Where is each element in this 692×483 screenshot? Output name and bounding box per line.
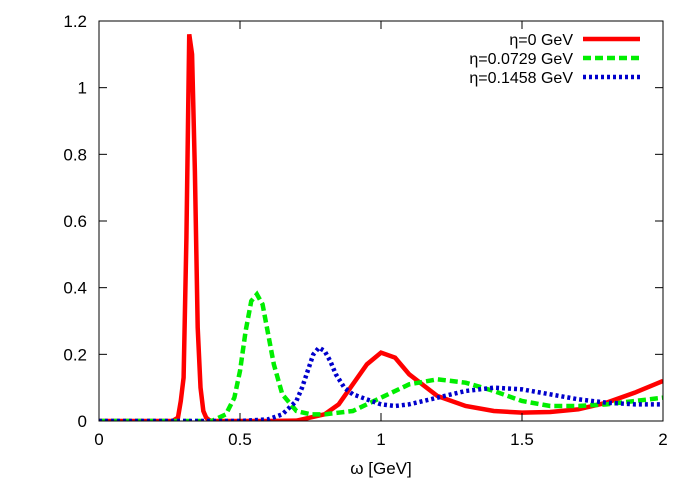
legend-label-2: η=0.0729 GeV: [469, 51, 573, 68]
y-tick-label: 0.4: [63, 279, 87, 298]
legend-label-3: η=0.1458 GeV: [469, 70, 573, 87]
series-line-2: [99, 290, 663, 421]
legend-label-1: η=0 GeV: [509, 32, 573, 49]
y-tick-label: 0.6: [63, 212, 87, 231]
x-tick-label: 0: [94, 430, 103, 449]
x-tick-label: 2: [658, 430, 667, 449]
y-tick-label: 0.2: [63, 345, 87, 364]
plot-layer: [99, 34, 663, 421]
y-tick-label: 0.8: [63, 145, 87, 164]
legend: η=0 GeV η=0.0729 GeV η=0.1458 GeV: [469, 32, 640, 87]
y-tick-label: 0: [78, 412, 87, 431]
x-axis-title: ω [GeV]: [350, 459, 411, 478]
x-tick-label: 1.5: [510, 430, 534, 449]
y-tick-label: 1.2: [63, 12, 87, 31]
y-tick-label: 1: [78, 79, 87, 98]
x-tick-label: 1: [376, 430, 385, 449]
ticks-layer: 0 0.5 1 1.5 2 0 0.2 0.4 0.6 0.8 1 1.2: [63, 12, 667, 449]
x-tick-label: 0.5: [228, 430, 252, 449]
series-line-1: [99, 34, 663, 421]
